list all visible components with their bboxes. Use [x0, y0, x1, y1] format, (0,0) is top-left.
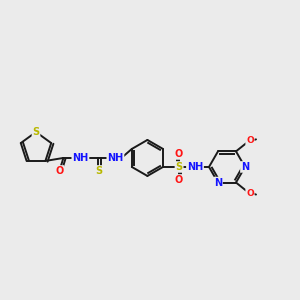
- Text: S: S: [32, 127, 40, 137]
- Text: NH: NH: [187, 162, 203, 172]
- Text: O: O: [55, 166, 64, 176]
- Text: N: N: [214, 178, 222, 188]
- Text: O: O: [246, 189, 254, 198]
- Text: O: O: [175, 149, 183, 159]
- Text: NH: NH: [72, 153, 88, 163]
- Text: S: S: [95, 166, 102, 176]
- Text: O: O: [246, 136, 254, 145]
- Text: NH: NH: [107, 153, 124, 163]
- Text: O: O: [175, 175, 183, 185]
- Text: N: N: [241, 162, 249, 172]
- Text: S: S: [176, 162, 183, 172]
